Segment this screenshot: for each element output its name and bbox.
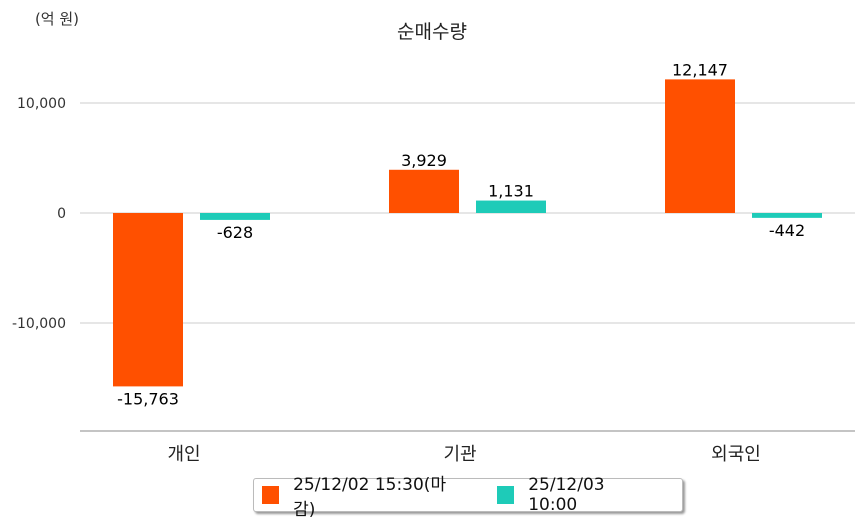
y-tick-label: 0 (57, 206, 66, 222)
legend-item-series-1[interactable]: 25/12/02 15:30(마감) (262, 470, 459, 520)
legend: 25/12/02 15:30(마감) 25/12/03 10:00 (253, 475, 683, 520)
legend-label: 25/12/02 15:30(마감) (293, 475, 447, 520)
y-tick-label: 10,000 (17, 96, 66, 112)
legend-item-series-2[interactable]: 25/12/03 10:00 (497, 475, 652, 515)
bar-2 (200, 213, 270, 220)
x-tick-label: 기관 (443, 444, 476, 465)
data-label: 12,147 (672, 60, 728, 79)
x-tick-label: 외국인 (711, 444, 761, 465)
legend-swatch (497, 486, 515, 504)
bar-1 (665, 79, 735, 214)
x-tick-label: 개인 (167, 444, 200, 465)
bar-1 (113, 213, 183, 387)
data-label: 3,929 (401, 151, 447, 170)
legend-label: 25/12/03 10:00 (528, 475, 605, 515)
data-label: -15,763 (117, 389, 179, 408)
unit-label: (억 원) (35, 10, 79, 28)
legend-swatch (262, 486, 280, 504)
bar-2 (476, 200, 546, 213)
y-tick-label: -10,000 (12, 316, 66, 332)
bar-1 (389, 169, 459, 213)
data-label: -628 (217, 223, 253, 242)
chart-title: 순매수량 (397, 21, 467, 43)
bar-2 (752, 213, 822, 218)
data-label: -442 (769, 221, 805, 240)
data-label: 1,131 (488, 182, 534, 201)
